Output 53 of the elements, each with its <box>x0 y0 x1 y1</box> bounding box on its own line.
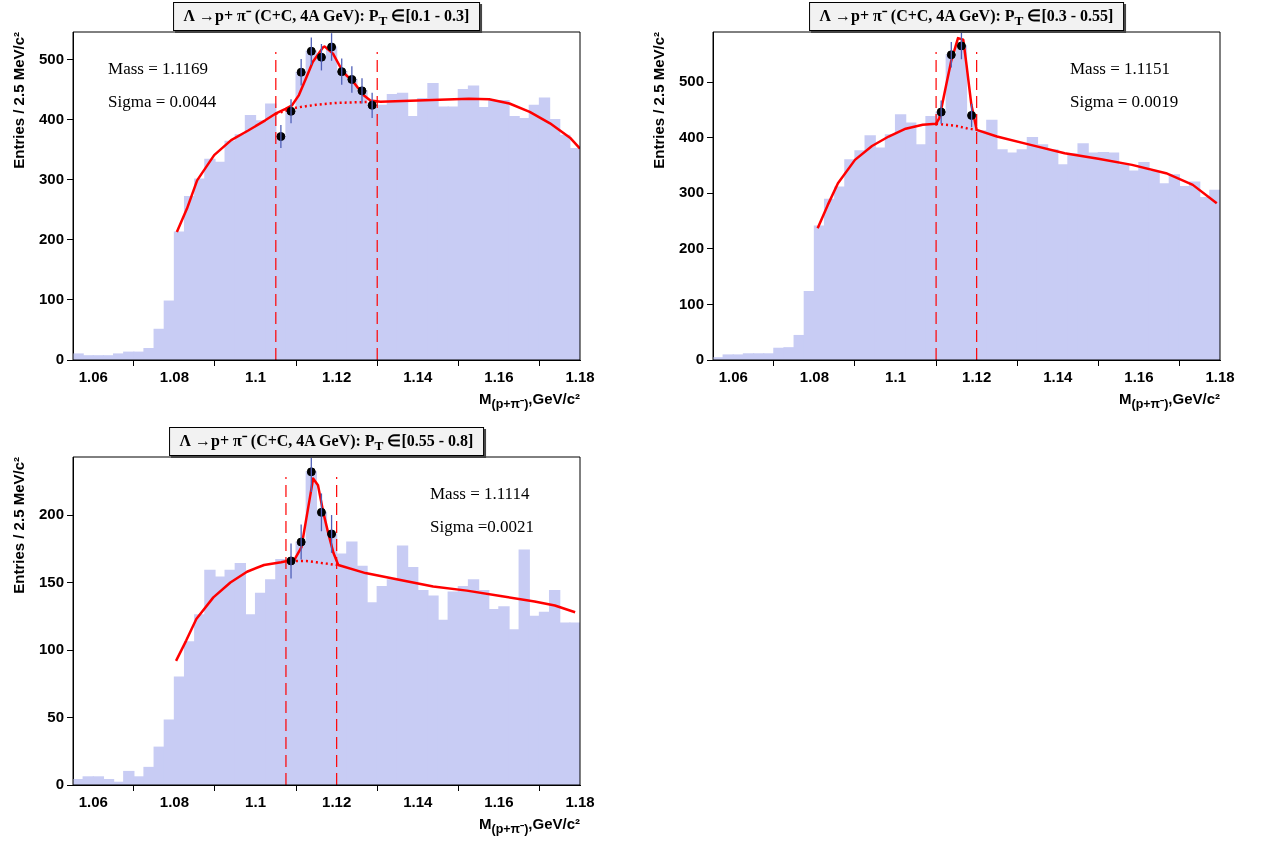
x-tick-label: 1.16 <box>484 793 514 811</box>
chart-title: Λ →p+ π⁻ (C+C, 4A GeV): P$_{T}$ ∈[0.1 - 0.3] <box>172 2 481 32</box>
x-tick-label: 1.08 <box>159 368 190 386</box>
annotation: Sigma = 0.0019 <box>1070 91 1179 113</box>
y-tick-label: 50 <box>47 707 65 725</box>
y-tick-label: 100 <box>679 294 705 312</box>
x-tick-label: 1.1 <box>245 368 266 386</box>
x-tick-label: 1.08 <box>159 793 190 811</box>
y-tick-label: 500 <box>679 72 705 90</box>
y-tick-label: 200 <box>39 229 65 247</box>
x-tick-label: 1.08 <box>799 368 830 386</box>
y-axis-title: Entries / 2.5 MeV/c² <box>650 32 667 169</box>
x-axis-title: M$_{(p+π⁻)}$,GeV/c² <box>1118 390 1220 412</box>
y-tick-label: 300 <box>679 183 705 201</box>
y-tick-label: 200 <box>39 505 65 523</box>
chart-title: Λ →p+ π⁻ (C+C, 4A GeV): P$_{T}$ ∈[0.3 - 0.55] <box>808 2 1125 32</box>
y-tick-label: 400 <box>39 109 65 127</box>
x-tick-label: 1.12 <box>322 368 352 386</box>
y-axis-title: Entries / 2.5 MeV/c² <box>10 32 27 169</box>
y-tick-label: 0 <box>55 350 65 368</box>
x-tick-label: 1.1 <box>245 793 266 811</box>
x-tick-label: 1.1 <box>885 368 906 386</box>
x-tick-label: 1.16 <box>1124 368 1154 386</box>
x-tick-label: 1.14 <box>1043 368 1074 386</box>
y-tick-label: 100 <box>39 290 65 308</box>
y-tick-label: 0 <box>55 775 65 793</box>
y-tick-label: 300 <box>39 169 65 187</box>
annotation: Mass = 1.1151 <box>1070 58 1172 80</box>
x-tick-label: 1.12 <box>962 368 992 386</box>
x-tick-label: 1.14 <box>403 368 434 386</box>
y-axis-title: Entries / 2.5 MeV/c² <box>10 457 27 594</box>
y-tick-label: 500 <box>39 49 65 67</box>
annotation: Sigma = 0.0044 <box>108 91 217 113</box>
x-tick-label: 1.06 <box>78 793 108 811</box>
x-tick-label: 1.06 <box>718 368 748 386</box>
y-tick-label: 200 <box>679 238 705 256</box>
x-tick-label: 1.06 <box>78 368 108 386</box>
x-tick-label: 1.16 <box>484 368 514 386</box>
y-tick-label: 400 <box>679 127 705 145</box>
chart-title: Λ →p+ π⁻ (C+C, 4A GeV): P$_{T}$ ∈[0.55 - 0.8] <box>168 427 485 457</box>
x-tick-label: 1.18 <box>565 793 595 811</box>
x-axis-title: M$_{(p+π⁻)}$,GeV/c² <box>478 390 580 412</box>
y-tick-label: 100 <box>39 640 65 658</box>
y-tick-label: 150 <box>39 572 65 590</box>
annotation: Sigma =0.0021 <box>430 516 535 538</box>
annotation: Mass = 1.1114 <box>430 483 531 505</box>
y-tick-label: 0 <box>695 350 705 368</box>
annotation: Mass = 1.1169 <box>108 58 210 80</box>
x-tick-label: 1.18 <box>565 368 595 386</box>
x-axis-title: M$_{(p+π⁻)}$,GeV/c² <box>478 815 580 837</box>
x-tick-label: 1.12 <box>322 793 352 811</box>
x-tick-label: 1.14 <box>403 793 434 811</box>
x-tick-label: 1.18 <box>1205 368 1235 386</box>
